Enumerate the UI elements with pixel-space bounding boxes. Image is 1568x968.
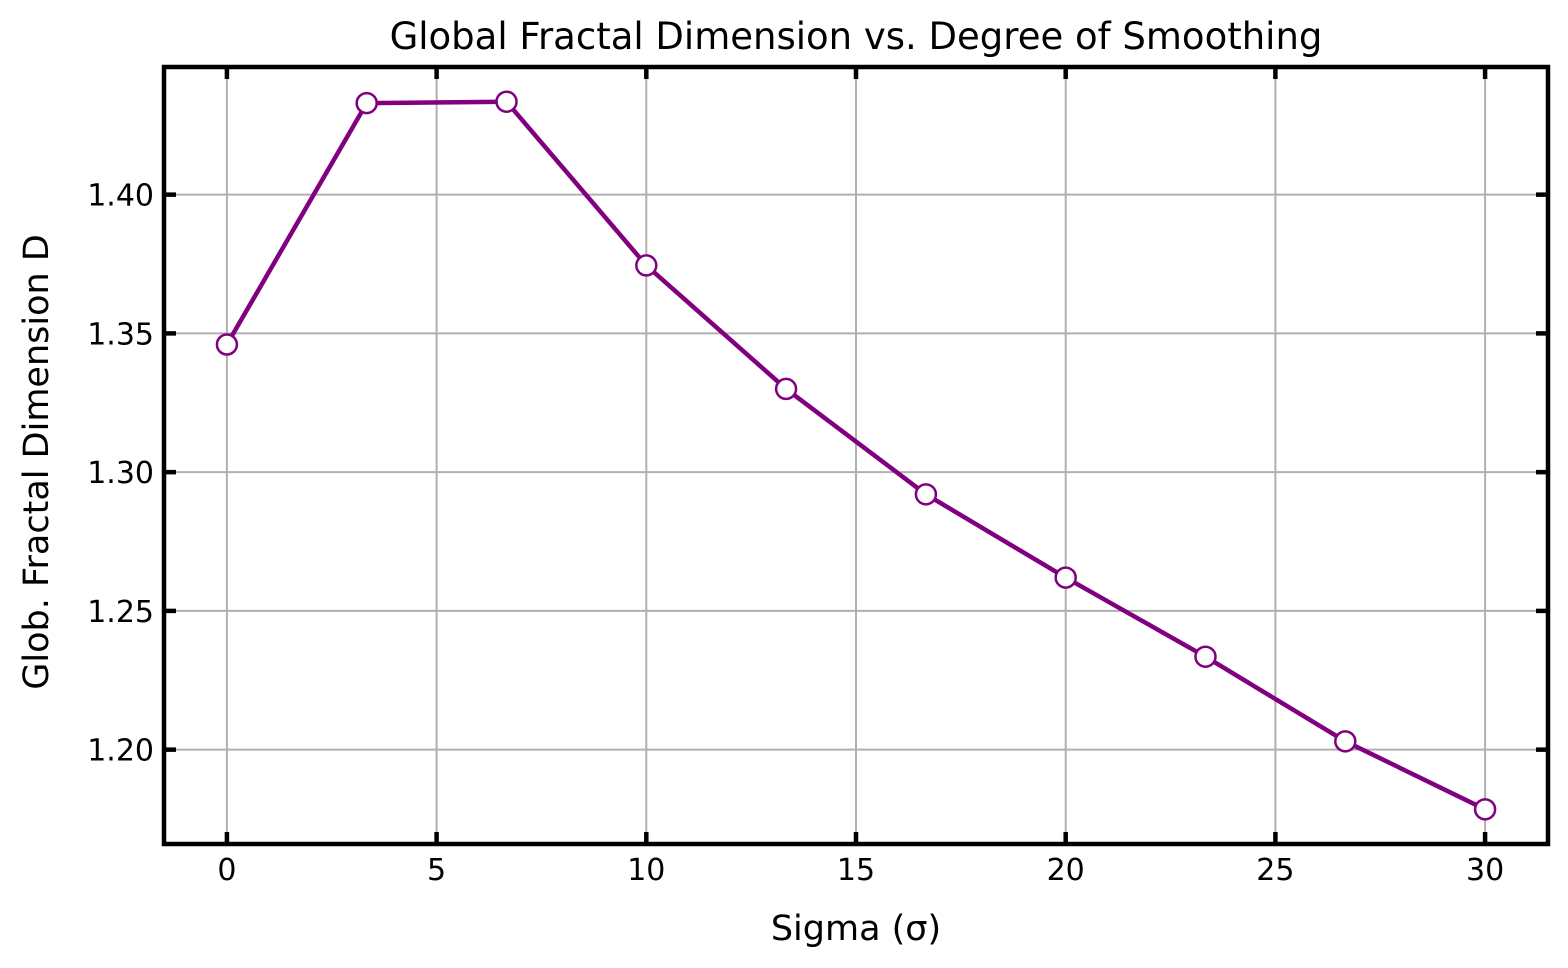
x-tick-label: 10 — [627, 853, 665, 888]
data-point — [355, 91, 378, 115]
chart-title: Global Fractal Dimension vs. Degree of S… — [390, 15, 1323, 58]
plot-frame — [161, 64, 1551, 847]
data-point — [774, 377, 798, 401]
y-tick-label: 1.40 — [87, 179, 154, 214]
x-tick-label: 25 — [1256, 853, 1294, 888]
data-point — [914, 483, 938, 506]
ticks — [164, 67, 1548, 844]
x-tick-label: 5 — [427, 853, 446, 888]
grid — [164, 67, 1548, 844]
x-tick-label: 0 — [217, 853, 236, 888]
data-point — [1473, 798, 1497, 821]
data-point — [1054, 566, 1077, 589]
y-tick-label: 1.20 — [87, 734, 154, 769]
series-line — [224, 99, 1488, 812]
data-point — [1334, 730, 1357, 753]
x-tick-labels: 0 5 10 15 20 25 30 — [217, 853, 1504, 888]
data-point — [495, 90, 518, 113]
series-group — [215, 90, 1497, 821]
x-tick-label: 15 — [837, 853, 875, 888]
x-tick-label: 30 — [1466, 853, 1504, 888]
data-point — [635, 254, 658, 277]
x-axis-title: Sigma (σ) — [771, 909, 941, 949]
y-tick-labels: 1.20 1.25 1.30 1.35 1.40 — [87, 179, 154, 769]
data-point — [215, 333, 239, 356]
y-tick-label: 1.35 — [87, 317, 154, 352]
y-axis-title: Glob. Fractal Dimension D — [17, 234, 57, 690]
y-tick-label: 1.30 — [87, 456, 154, 491]
y-tick-label: 1.25 — [87, 595, 154, 630]
x-tick-label: 20 — [1047, 853, 1085, 888]
data-point — [1194, 645, 1217, 668]
